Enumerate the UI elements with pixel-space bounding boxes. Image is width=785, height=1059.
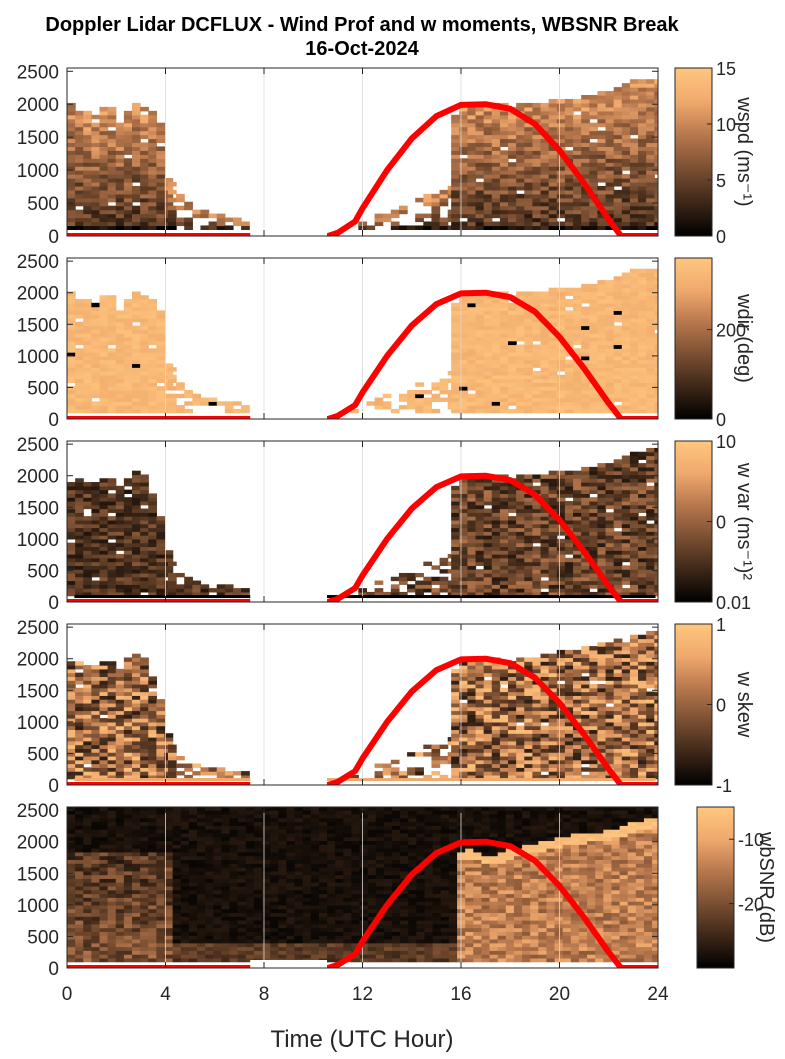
wdir-colorbar-label: wdir (deg) xyxy=(733,293,755,383)
wspd-colorbar-tick-label: 15 xyxy=(716,59,736,79)
wdir-overlay-curve xyxy=(67,289,658,419)
wbsnr-xtick-label: 0 xyxy=(62,984,73,1005)
wbsnr-colorbar-tick-label: -20 xyxy=(738,895,764,915)
wspd-ytick-label: 1500 xyxy=(17,128,59,149)
wskew-ytick-label: 2000 xyxy=(17,650,59,671)
wbsnr-colorbar-label: wbSNR (dB) xyxy=(755,831,777,943)
wvar-ytick-label: 0 xyxy=(48,593,59,614)
wdir-ytick-label: 2000 xyxy=(17,284,59,305)
wdir-ytick-label: 2500 xyxy=(17,252,59,273)
wbsnr-colorbar-tick-label: -10 xyxy=(738,830,764,850)
wvar-colorbar-scale xyxy=(674,440,713,603)
wvar-heatmap xyxy=(67,441,658,602)
wdir-ytick-label: 0 xyxy=(48,410,59,431)
wspd-colorbar-tick-label: 10 xyxy=(716,115,736,135)
x-axis-label: Time (UTC Hour) xyxy=(270,1026,453,1053)
wskew-overlay-curve xyxy=(67,655,658,785)
wvar-ytick-label: 1500 xyxy=(17,498,59,519)
wbsnr-xtick-label: 8 xyxy=(259,984,270,1005)
wbsnr-colorbar-scale xyxy=(696,806,735,969)
wskew-ytick-label: 0 xyxy=(48,776,59,797)
wskew-colorbar-scale xyxy=(674,623,713,786)
panel-wspd: 0 500 1000 1500 2000 2500 0 5 10 15 wspd (ms⁻¹) xyxy=(17,59,755,248)
wbsnr-ytick-label: 500 xyxy=(27,927,59,948)
wskew-colorbar-label: w skew xyxy=(733,671,755,738)
wvar-colorbar-label: w var (ms⁻¹)² xyxy=(733,462,755,581)
wspd-ytick-label: 500 xyxy=(27,194,59,215)
wskew-colorbar-tick-label: -1 xyxy=(716,776,732,796)
wskew-ytick-label: 1000 xyxy=(17,713,59,734)
wdir-colorbar-scale xyxy=(674,257,713,420)
wspd-colorbar-tick-label: 5 xyxy=(716,171,726,191)
wbsnr-ytick-label: 1000 xyxy=(17,896,59,917)
wbsnr-ytick-label: 2500 xyxy=(17,801,59,822)
wspd-ytick-label: 2500 xyxy=(17,62,59,83)
wvar-colorbar-tick-label: 10 xyxy=(716,432,736,452)
wvar-colorbar-tick-label: 0.01 xyxy=(716,593,751,613)
wbsnr-xtick-label: 20 xyxy=(549,984,570,1005)
wvar-ytick-label: 500 xyxy=(27,561,59,582)
wspd-grid xyxy=(165,68,560,236)
wdir-colorbar-tick-label: 0 xyxy=(716,410,726,430)
wspd-colorbar: 0 5 10 15 wspd (ms⁻¹) xyxy=(674,59,755,247)
wbsnr-ytick-label: 1500 xyxy=(17,864,59,885)
wvar-ytick-label: 1000 xyxy=(17,530,59,551)
wspd-heatmap xyxy=(67,68,658,236)
wskew-heatmap xyxy=(67,624,658,785)
wdir-ytick-label: 500 xyxy=(27,378,59,399)
wbsnr-ytick-label: 0 xyxy=(48,959,59,980)
wskew-colorbar: -1 0 1 w skew xyxy=(674,615,755,796)
wskew-colorbar-tick-label: 0 xyxy=(716,696,726,716)
wspd-colorbar-tick-label: 0 xyxy=(716,227,726,247)
wspd-colorbar-scale xyxy=(674,67,713,237)
wvar-ytick-label: 2000 xyxy=(17,467,59,488)
wspd-ytick-label: 1000 xyxy=(17,161,59,182)
wskew-curve-gap xyxy=(250,777,328,785)
wbsnr-xtick-label: 16 xyxy=(450,984,471,1005)
wbsnr-curve-gap xyxy=(250,960,328,968)
wbsnr-xtick-label: 12 xyxy=(352,984,373,1005)
wdir-ytick-label: 1500 xyxy=(17,315,59,336)
wspd-overlay-curve xyxy=(67,101,658,236)
wvar-curve-gap xyxy=(250,594,328,602)
figure-date: 16-Oct-2024 xyxy=(305,38,419,60)
wspd-ytick-label: 0 xyxy=(48,227,59,248)
panel-wvar: 0 500 1000 1500 2000 2500 0.01 0 10 w var (ms⁻¹)² xyxy=(17,432,755,614)
wdir-ytick-label: 1000 xyxy=(17,347,59,368)
panel-wbsnr: 0 4 8 12 16 20 24 0 500 1000 1500 2000 2500 -20 -10wbS… xyxy=(17,801,777,1005)
wbsnr-xtick-label: 24 xyxy=(647,984,669,1005)
wspd-colorbar-label: wspd (ms⁻¹) xyxy=(733,96,755,206)
wbsnr-ytick-label: 2000 xyxy=(17,833,59,854)
wskew-colorbar-tick-label: 1 xyxy=(716,615,726,635)
wvar-ytick-label: 2500 xyxy=(17,435,59,456)
wvar-overlay-curve xyxy=(67,472,658,602)
wbsnr-overlay-curve xyxy=(67,838,658,968)
wdir-curve-gap xyxy=(250,411,328,419)
wspd-ytick-label: 2000 xyxy=(17,95,59,116)
wbsnr-xtick-label: 4 xyxy=(160,984,171,1005)
wdir-colorbar-tick-label: 200 xyxy=(716,321,746,341)
wdir-grid xyxy=(165,258,560,419)
wspd-curve-gap xyxy=(250,228,328,236)
wvar-colorbar: 0.01 0 10 w var (ms⁻¹)² xyxy=(674,432,755,613)
wskew-ytick-label: 1500 xyxy=(17,681,59,702)
wskew-ytick-label: 500 xyxy=(27,744,59,765)
wdir-heatmap xyxy=(67,258,658,419)
figure-title: Doppler Lidar DCFLUX - Wind Prof and w m… xyxy=(45,14,679,36)
wskew-ytick-label: 2500 xyxy=(17,618,59,639)
panel-wskew: 0 500 1000 1500 2000 2500 -1 0 1 w skew xyxy=(17,615,755,797)
wvar-colorbar-tick-label: 0 xyxy=(716,513,726,533)
